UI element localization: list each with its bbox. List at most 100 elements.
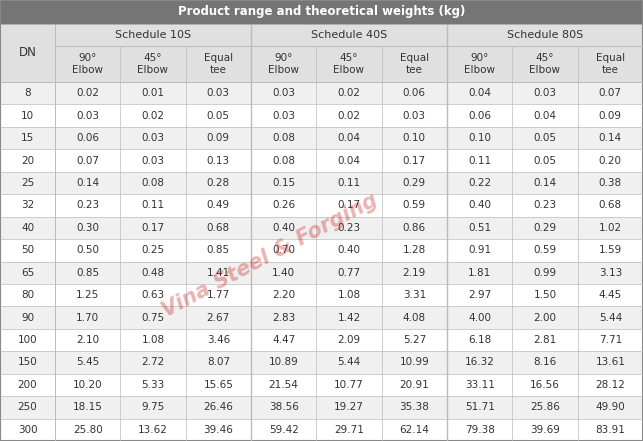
Text: 0.68: 0.68	[599, 200, 622, 210]
Text: 0.59: 0.59	[534, 245, 557, 255]
Text: 0.06: 0.06	[403, 88, 426, 98]
Bar	[0, 262, 643, 284]
Text: Schedule 10S: Schedule 10S	[115, 30, 191, 40]
Text: 2.67: 2.67	[206, 313, 230, 323]
Text: 80: 80	[21, 290, 34, 300]
Bar	[0, 105, 643, 127]
Text: 18.15: 18.15	[73, 402, 103, 412]
Text: 21.54: 21.54	[269, 380, 298, 390]
Text: 0.86: 0.86	[403, 223, 426, 233]
Text: 35.38: 35.38	[399, 402, 430, 412]
Text: 0.38: 0.38	[599, 178, 622, 188]
Text: 5.44: 5.44	[338, 358, 361, 367]
Text: 5.45: 5.45	[76, 358, 99, 367]
Text: 0.05: 0.05	[207, 111, 230, 121]
Text: 1.40: 1.40	[272, 268, 295, 278]
Text: 0.91: 0.91	[468, 245, 491, 255]
Text: 39.46: 39.46	[203, 425, 233, 435]
Bar	[0, 0, 643, 24]
Text: 3.13: 3.13	[599, 268, 622, 278]
Text: 0.11: 0.11	[468, 156, 491, 165]
Text: 16.56: 16.56	[530, 380, 560, 390]
Text: 10.99: 10.99	[399, 358, 430, 367]
Bar	[251, 46, 316, 82]
Text: 2.09: 2.09	[338, 335, 361, 345]
Text: 2.83: 2.83	[272, 313, 295, 323]
Text: 300: 300	[18, 425, 37, 435]
Text: 0.03: 0.03	[141, 156, 165, 165]
Text: 0.14: 0.14	[599, 133, 622, 143]
Text: 1.81: 1.81	[468, 268, 491, 278]
Text: 0.02: 0.02	[338, 88, 361, 98]
Text: 51.71: 51.71	[465, 402, 494, 412]
Text: 0.04: 0.04	[338, 133, 361, 143]
Text: 0.51: 0.51	[468, 223, 491, 233]
Text: 1.02: 1.02	[599, 223, 622, 233]
Text: 0.85: 0.85	[76, 268, 99, 278]
Text: 1.25: 1.25	[76, 290, 99, 300]
Text: 4.08: 4.08	[403, 313, 426, 323]
Text: 0.30: 0.30	[76, 223, 99, 233]
Text: 0.29: 0.29	[534, 223, 557, 233]
Text: 32: 32	[21, 200, 34, 210]
Text: 0.07: 0.07	[76, 156, 99, 165]
Text: 0.11: 0.11	[141, 200, 165, 210]
Text: 0.13: 0.13	[207, 156, 230, 165]
Bar	[0, 127, 643, 149]
Text: 0.07: 0.07	[599, 88, 622, 98]
Text: 79.38: 79.38	[465, 425, 494, 435]
Bar	[120, 46, 186, 82]
Text: 0.63: 0.63	[141, 290, 165, 300]
Text: DN: DN	[19, 46, 37, 60]
Text: 0.08: 0.08	[141, 178, 165, 188]
Text: 0.10: 0.10	[468, 133, 491, 143]
Bar	[0, 149, 643, 172]
Text: 0.40: 0.40	[468, 200, 491, 210]
Text: 0.04: 0.04	[468, 88, 491, 98]
Text: 8.07: 8.07	[207, 358, 230, 367]
Bar	[0, 24, 55, 82]
Text: 1.59: 1.59	[599, 245, 622, 255]
Text: 0.28: 0.28	[207, 178, 230, 188]
Text: Equal
tee: Equal tee	[596, 53, 625, 75]
Text: 2.19: 2.19	[403, 268, 426, 278]
Text: 0.70: 0.70	[272, 245, 295, 255]
Text: 1.70: 1.70	[76, 313, 99, 323]
Text: 0.23: 0.23	[534, 200, 557, 210]
Text: 8.16: 8.16	[534, 358, 557, 367]
Text: 6.18: 6.18	[468, 335, 491, 345]
Text: 0.01: 0.01	[141, 88, 165, 98]
Text: 0.04: 0.04	[534, 111, 556, 121]
Text: 0.02: 0.02	[338, 111, 361, 121]
Bar	[447, 46, 512, 82]
Text: 0.02: 0.02	[76, 88, 99, 98]
Bar	[0, 172, 643, 194]
Text: 0.75: 0.75	[141, 313, 165, 323]
Text: 2.20: 2.20	[272, 290, 295, 300]
Text: 0.29: 0.29	[403, 178, 426, 188]
Text: 0.03: 0.03	[272, 111, 295, 121]
Text: 0.59: 0.59	[403, 200, 426, 210]
Text: 50: 50	[21, 245, 34, 255]
Text: 0.26: 0.26	[272, 200, 295, 210]
Text: 0.40: 0.40	[272, 223, 295, 233]
Text: 16.32: 16.32	[465, 358, 494, 367]
Text: 4.47: 4.47	[272, 335, 295, 345]
Text: 4.00: 4.00	[468, 313, 491, 323]
Text: 0.11: 0.11	[338, 178, 361, 188]
Text: 0.85: 0.85	[207, 245, 230, 255]
Text: 10.20: 10.20	[73, 380, 102, 390]
Text: 0.09: 0.09	[599, 111, 622, 121]
Text: 33.11: 33.11	[465, 380, 494, 390]
Text: 40: 40	[21, 223, 34, 233]
Text: 2.72: 2.72	[141, 358, 165, 367]
Text: 20: 20	[21, 156, 34, 165]
Text: 0.10: 0.10	[403, 133, 426, 143]
Text: 65: 65	[21, 268, 34, 278]
Text: 15: 15	[21, 133, 34, 143]
Text: 1.08: 1.08	[338, 290, 361, 300]
Bar	[0, 284, 643, 306]
Bar	[0, 239, 643, 262]
Bar	[0, 374, 643, 396]
Bar	[55, 24, 251, 46]
